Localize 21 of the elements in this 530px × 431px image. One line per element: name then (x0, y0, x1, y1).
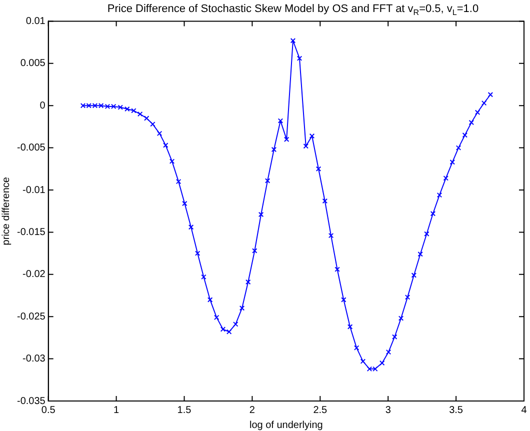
x-tick-label: 2.5 (313, 404, 328, 416)
x-tick-label: 1 (114, 404, 120, 416)
y-tick-label: -0.025 (16, 311, 46, 322)
x-axis-title: log of underlying (249, 420, 323, 431)
y-tick-label: 0.005 (20, 58, 46, 70)
x-tick-label: 3 (385, 404, 392, 416)
y-tick-label: -0.005 (16, 142, 46, 154)
y-tick-label: 0.01 (26, 16, 46, 27)
y-tick-label: -0.01 (22, 184, 46, 196)
x-tick-label: 1.5 (177, 404, 192, 416)
y-tick-label: -0.03 (22, 354, 46, 365)
y-tick-label: -0.02 (22, 269, 46, 280)
x-tick-label: 0.5 (41, 404, 56, 416)
y-tick-label: 0 (40, 100, 46, 112)
y-tick-label: -0.015 (16, 226, 46, 238)
chart-title: Price Difference of Stochastic Skew Model by OS and FFT at v$_{R}$=0.5, v$_{L}$=1.0 (106, 3, 480, 18)
x-tick-label: 2 (249, 404, 256, 416)
y-tick-label: -0.035 (16, 396, 46, 407)
x-tick-label: 4 (521, 404, 528, 416)
y-axis-title: price difference (0, 176, 12, 246)
x-tick-label: 3.5 (449, 404, 464, 416)
